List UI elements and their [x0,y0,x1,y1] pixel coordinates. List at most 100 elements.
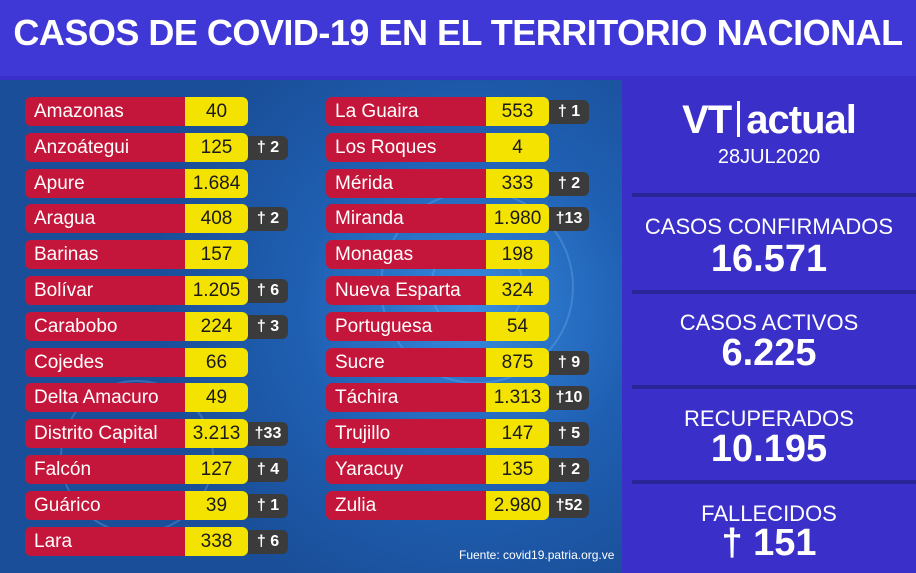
state-name: Yaracuy [326,455,486,484]
source-note: Fuente: covid19.patria.org.ve [459,548,615,562]
divider [632,290,916,294]
state-row: Distrito Capital 3.213 †33 [25,419,293,449]
state-cases: 49 [185,383,248,413]
active-label: CASOS ACTIVOS [679,310,859,335]
state-deaths: † 1 [549,100,589,124]
state-name: Apure [25,168,185,198]
logo-separator [737,101,741,137]
state-cases: 333 [486,168,549,198]
state-row: Falcón 127 † 4 [25,455,293,484]
state-deaths: †33 [248,422,288,447]
state-name: Falcón [25,455,185,484]
page-title: CASOS DE COVID-19 EN EL TERRITORIO NACIO… [13,12,903,53]
state-deaths: † 6 [248,279,288,303]
state-cases: 198 [486,240,549,270]
deceased-value: † 151 [721,522,817,564]
state-name: Barinas [25,240,185,270]
state-deaths: † 6 [248,529,288,554]
state-name: Sucre [326,347,486,377]
state-deaths: † 2 [549,458,589,482]
state-cases: 224 [185,311,248,341]
state-name: Nueva Esparta [326,276,486,305]
state-row: Los Roques 4 [326,132,594,162]
state-name: Portuguesa [326,311,486,341]
vtactual-logo: VT actual [622,98,916,143]
state-cases: 1.684 [185,168,248,198]
state-name: Distrito Capital [25,419,185,449]
state-row: Aragua 408 † 2 [25,204,293,234]
state-name: Mérida [326,168,486,198]
state-deaths: † 2 [248,135,288,160]
state-cases: 408 [185,204,248,234]
state-row: Guárico 39 † 1 [25,490,293,520]
state-cases: 4 [486,132,549,162]
state-cases: 1.313 [486,383,549,413]
state-deaths: † 5 [549,422,589,447]
state-row: Carabobo 224 † 3 [25,311,293,341]
deceased-label: FALLECIDOS [701,501,837,526]
header-bar: CASOS DE COVID-19 EN EL TERRITORIO NACIO… [0,0,916,76]
state-cases: 1.205 [185,276,248,305]
state-name: La Guaira [326,97,486,126]
state-row: Miranda 1.980 †13 [326,204,594,234]
report-date: 28JUL2020 [717,146,821,168]
state-name: Guárico [25,490,185,520]
logo-vt: VT [682,98,732,142]
state-cases: 127 [185,455,248,484]
logo-actual: actual [746,98,857,142]
state-cases: 40 [185,97,248,126]
confirmed-label: CASOS CONFIRMADOS [644,214,894,239]
recovered-value: 10.195 [710,428,828,470]
state-name: Delta Amacuro [25,383,185,413]
state-deaths: †10 [549,386,589,411]
state-cases: 147 [486,419,549,449]
state-deaths: † 2 [549,171,589,196]
state-row: La Guaira 553 † 1 [326,97,594,126]
state-name: Bolívar [25,276,185,305]
state-deaths: † 3 [248,314,288,339]
state-row: Lara 338 † 6 [25,526,293,556]
state-cases: 2.980 [486,490,549,520]
state-name: Carabobo [25,311,185,341]
summary-panel: VT actual 28JUL2020 CASOS CONFIRMADOS 16.… [622,76,916,573]
state-cases: 338 [185,526,248,556]
state-row: Delta Amacuro 49 [25,383,293,413]
state-row: Cojedes 66 [25,347,293,377]
state-name: Zulia [326,490,486,520]
state-cases: 324 [486,276,549,305]
state-row: Amazonas 40 [25,97,293,126]
state-name: Trujillo [326,419,486,449]
state-name: Cojedes [25,347,185,377]
state-deaths: †52 [549,493,589,518]
state-cases: 553 [486,97,549,126]
confirmed-value: 16.571 [710,238,828,280]
state-deaths: † 1 [248,493,288,518]
state-cases: 135 [486,455,549,484]
divider [632,385,916,389]
state-cases: 157 [185,240,248,270]
state-deaths: † 9 [549,350,589,375]
state-row: Mérida 333 † 2 [326,168,594,198]
state-row: Apure 1.684 [25,168,293,198]
state-row: Barinas 157 [25,240,293,270]
state-name: Aragua [25,204,185,234]
state-deaths: †13 [549,207,589,232]
state-row: Trujillo 147 † 5 [326,419,594,449]
state-row: Portuguesa 54 [326,311,594,341]
recovered-label: RECUPERADOS [684,406,854,431]
state-cases: 3.213 [185,419,248,449]
state-name: Miranda [326,204,486,234]
state-cases: 875 [486,347,549,377]
state-cases: 125 [185,132,248,162]
state-cases: 66 [185,347,248,377]
state-row: Nueva Esparta 324 [326,276,594,305]
state-name: Los Roques [326,132,486,162]
divider [632,193,916,197]
state-row: Anzoátegui 125 † 2 [25,132,293,162]
state-row: Yaracuy 135 † 2 [326,455,594,484]
divider [632,480,916,484]
state-name: Táchira [326,383,486,413]
state-name: Lara [25,526,185,556]
state-row: Sucre 875 † 9 [326,347,594,377]
